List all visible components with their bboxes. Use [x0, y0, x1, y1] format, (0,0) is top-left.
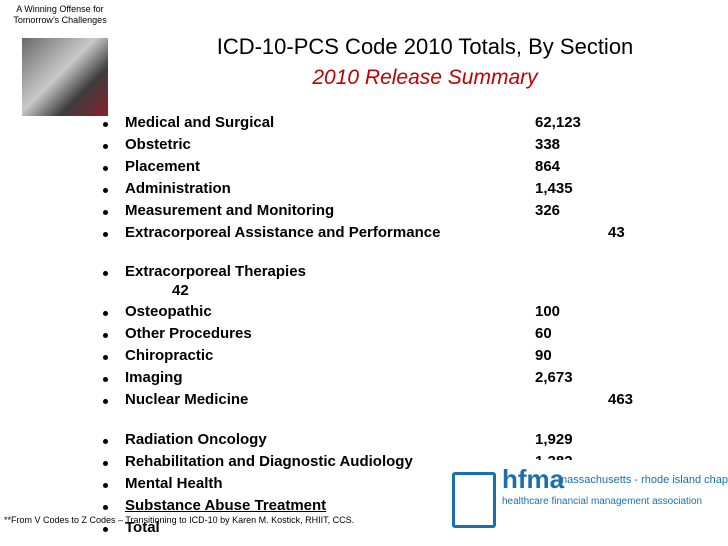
item-name: Radiation Oncology — [125, 431, 267, 448]
bullet — [103, 505, 108, 510]
slide-title: ICD-10-PCS Code 2010 Totals, By Section — [216, 34, 634, 59]
bullet — [103, 311, 108, 316]
item-name: Nuclear Medicine — [125, 391, 249, 408]
bullet — [103, 439, 108, 444]
tagline: A Winning Offense for Tomorrow’s Challen… — [13, 4, 107, 25]
bullet — [103, 122, 108, 127]
item-name: Extracorporeal Therapies — [125, 263, 306, 280]
item-name: Measurement and Monitoring — [125, 202, 335, 219]
bullet — [103, 166, 108, 171]
item-name: Imaging — [125, 369, 183, 386]
bullet — [103, 461, 108, 466]
bullet — [103, 271, 108, 276]
logo: hfma massachusetts - rhode island chapte… — [438, 460, 728, 542]
item-name: Administration — [125, 180, 231, 197]
bullet — [103, 483, 108, 488]
item-value: 60 — [535, 325, 552, 342]
bullet — [103, 333, 108, 338]
footer: **From V Codes to Z Codes – Transitionin… — [4, 515, 355, 525]
bullet — [103, 527, 108, 532]
item-name: Mental Health — [125, 475, 223, 492]
bullet — [103, 188, 108, 193]
item-name: Substance Abuse Treatment — [125, 497, 327, 514]
item-value: 1,435 — [535, 180, 573, 197]
logo-association: healthcare financial management associat… — [502, 496, 703, 507]
item-value: 100 — [535, 303, 561, 320]
slide-subtitle: 2010 Release Summary — [312, 66, 538, 89]
logo-icon — [452, 472, 496, 528]
bullet — [103, 355, 108, 360]
item-name: Medical and Surgical — [125, 114, 275, 131]
bullet — [103, 232, 108, 237]
item-name: Obstetric — [125, 136, 191, 153]
logo-chapter: massachusetts - rhode island chapter — [558, 474, 728, 486]
bullet — [103, 399, 108, 404]
item-name: Total — [125, 519, 160, 536]
bullet — [103, 377, 108, 382]
item-value: 1,929 — [535, 431, 573, 448]
bullet — [103, 210, 108, 215]
item-name: Other Procedures — [125, 325, 252, 342]
bullet — [103, 144, 108, 149]
item-value: 2,673 — [535, 369, 573, 386]
item-value: 62,123 — [535, 114, 581, 131]
item-name: Extracorporeal Assistance and Performanc… — [125, 224, 441, 241]
item-name: Chiropractic — [125, 347, 214, 364]
item-value: 42 — [172, 282, 189, 299]
item-value: 338 — [535, 136, 561, 153]
item-name: Rehabilitation and Diagnostic Audiology — [125, 453, 413, 470]
item-value: 326 — [535, 202, 561, 219]
item-value: 463 — [608, 391, 634, 408]
item-value: 90 — [535, 347, 552, 364]
item-value: 43 — [608, 224, 625, 241]
logo-brand: hfma — [502, 464, 565, 494]
item-name: Placement — [125, 158, 201, 175]
item-value: 864 — [535, 158, 561, 175]
photo — [22, 38, 108, 116]
item-name: Osteopathic — [125, 303, 212, 320]
